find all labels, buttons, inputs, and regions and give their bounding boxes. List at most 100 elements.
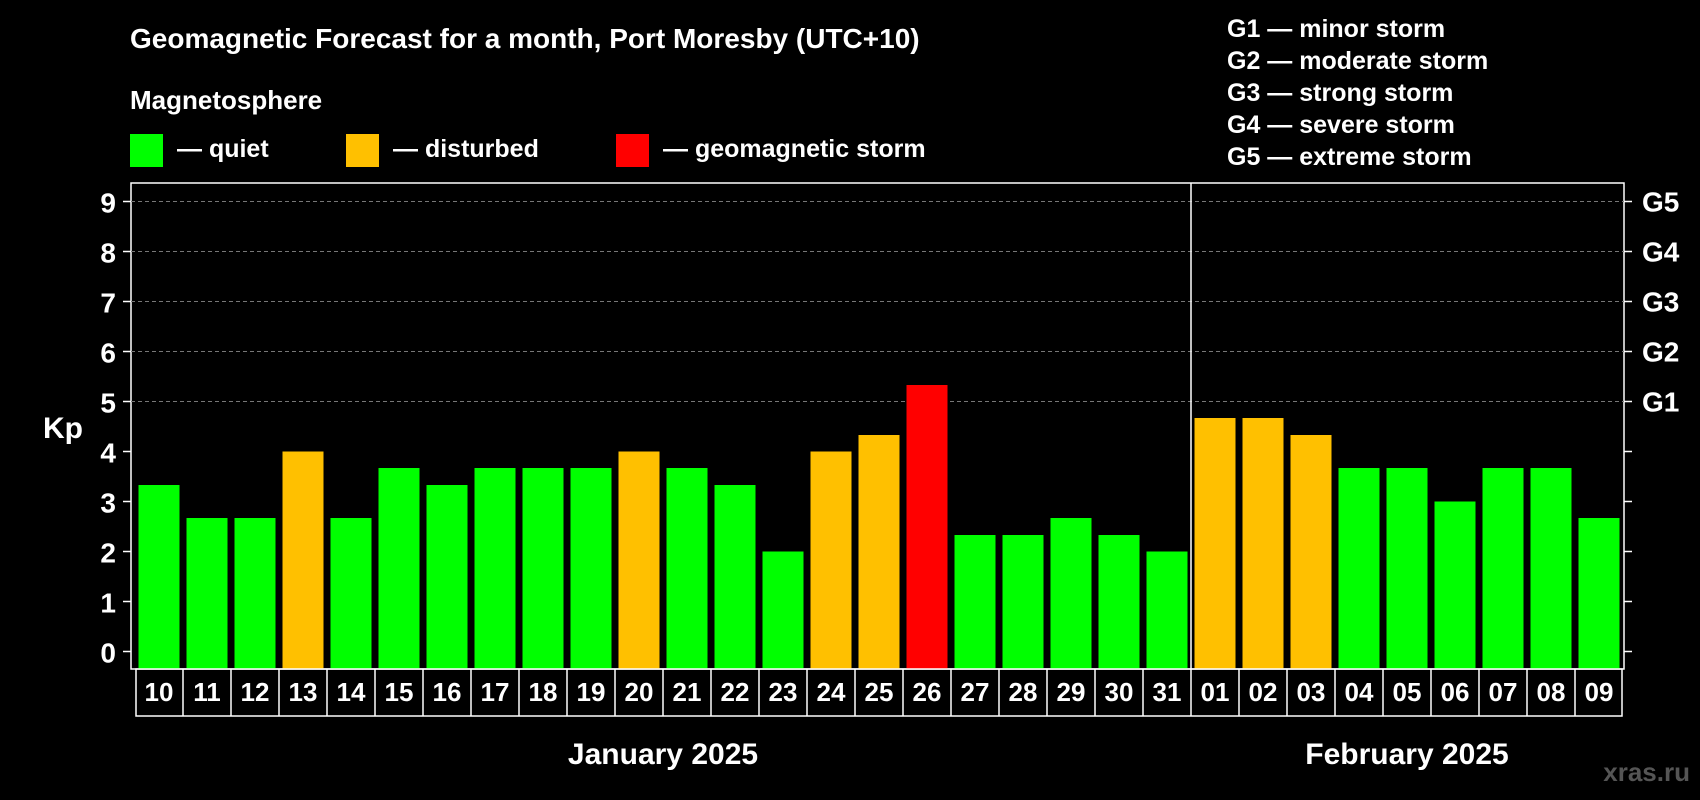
x-tick-label-03-24: 03 <box>1297 677 1326 707</box>
storm-scale-g4: G4 — severe storm <box>1227 111 1455 139</box>
right-axis: G1 G2 G3 G4 G5 <box>1624 187 1680 653</box>
x-tick-label-29-19: 29 <box>1057 677 1086 707</box>
y-tick-label-4: 4 <box>100 438 116 469</box>
month-label-january: January 2025 <box>568 738 758 771</box>
bar-23-13 <box>762 551 804 669</box>
x-tick-label-01-22: 01 <box>1201 677 1230 707</box>
right-axis-label-g3: G3 <box>1642 287 1679 318</box>
right-axis-label-g5: G5 <box>1642 187 1679 218</box>
y-tick-label-5: 5 <box>100 388 116 419</box>
x-tick-label-11-1: 11 <box>193 677 221 707</box>
right-axis-label-g1: G1 <box>1642 387 1679 418</box>
x-tick-label-15-5: 15 <box>385 677 414 707</box>
y-axis-label: Kp <box>43 412 83 445</box>
bar-08-29 <box>1530 468 1572 669</box>
right-axis-label-g4: G4 <box>1642 237 1680 268</box>
bar-21-11 <box>666 468 708 669</box>
bar-19-9 <box>570 468 612 669</box>
bar-09-30 <box>1578 518 1620 669</box>
bar-27-17 <box>954 535 996 669</box>
x-tick-label-22-12: 22 <box>721 677 750 707</box>
x-tick-label-07-28: 07 <box>1489 677 1518 707</box>
x-tick-label-13-3: 13 <box>289 677 318 707</box>
x-axis-box <box>135 668 1623 717</box>
legend-label-disturbed: — disturbed <box>393 135 539 163</box>
y-tick-label-1: 1 <box>100 588 116 619</box>
x-tick-label-04-25: 04 <box>1345 677 1374 707</box>
storm-scale-g2: G2 — moderate storm <box>1227 47 1488 75</box>
grid-lines <box>131 201 1624 402</box>
x-tick-label-10-0: 10 <box>145 677 174 707</box>
x-tick-label-19-9: 19 <box>577 677 606 707</box>
y-tick-label-3: 3 <box>100 488 116 519</box>
y-tick-label-8: 8 <box>100 238 116 269</box>
y-tick-label-2: 2 <box>100 538 116 569</box>
x-tick-label-21-11: 21 <box>673 677 702 707</box>
right-axis-label-g2: G2 <box>1642 337 1679 368</box>
x-tick-label-14-4: 14 <box>337 677 366 707</box>
bar-31-21 <box>1146 551 1188 669</box>
bar-01-22 <box>1194 418 1236 669</box>
legend-swatch-disturbed <box>346 134 379 167</box>
bar-07-28 <box>1482 468 1524 669</box>
x-tick-label-31-21: 31 <box>1153 677 1182 707</box>
x-tick-label-17-7: 17 <box>481 677 510 707</box>
storm-scale-legend: G1 — minor storm G2 — moderate storm G3 … <box>1227 15 1488 171</box>
y-tick-label-9: 9 <box>100 188 116 219</box>
bar-26-16 <box>906 385 948 669</box>
bar-22-12 <box>714 485 756 669</box>
storm-scale-g1: G1 — minor storm <box>1227 15 1445 43</box>
bar-05-26 <box>1386 468 1428 669</box>
legend-swatch-quiet <box>130 134 163 167</box>
x-axis: 10 11 12 13 14 15 16 17 18 19 20 21 22 23 24 25 26 27 28 29… <box>135 668 1623 717</box>
x-tick-label-05-26: 05 <box>1393 677 1422 707</box>
x-tick-label-25-15: 25 <box>865 677 894 707</box>
bar-18-8 <box>522 468 564 669</box>
bar-13-3 <box>282 451 324 669</box>
storm-scale-g3: G3 — strong storm <box>1227 79 1453 107</box>
x-tick-label-28-18: 28 <box>1009 677 1038 707</box>
bar-29-19 <box>1050 518 1092 669</box>
bar-24-14 <box>810 451 852 669</box>
x-tick-label-08-29: 08 <box>1537 677 1566 707</box>
bar-03-24 <box>1290 435 1332 669</box>
y-tick-label-6: 6 <box>100 338 116 369</box>
bar-16-6 <box>426 485 468 669</box>
y-tick-label-7: 7 <box>100 288 116 319</box>
chart-subtitle: Magnetosphere <box>130 85 322 115</box>
chart-title: Geomagnetic Forecast for a month, Port M… <box>130 23 920 54</box>
x-tick-label-20-10: 20 <box>625 677 654 707</box>
bar-04-25 <box>1338 468 1380 669</box>
bar-30-20 <box>1098 535 1140 669</box>
bars <box>138 183 1620 669</box>
x-tick-label-26-16: 26 <box>913 677 942 707</box>
bar-11-1 <box>186 518 228 669</box>
x-tick-label-02-23: 02 <box>1249 677 1278 707</box>
x-tick-label-09-30: 09 <box>1585 677 1614 707</box>
legend: — quiet — disturbed — geomagnetic storm <box>130 134 926 167</box>
bar-10-0 <box>138 485 180 669</box>
x-tick-label-18-8: 18 <box>529 677 558 707</box>
bar-06-27 <box>1434 501 1476 669</box>
month-label-february: February 2025 <box>1305 738 1508 771</box>
bar-12-2 <box>234 518 276 669</box>
y-tick-label-0: 0 <box>100 638 116 669</box>
bar-14-4 <box>330 518 372 669</box>
x-tick-label-16-6: 16 <box>433 677 462 707</box>
x-tick-label-27-17: 27 <box>961 677 990 707</box>
watermark: xras.ru <box>1603 757 1690 787</box>
bar-17-7 <box>474 468 516 669</box>
x-tick-label-23-13: 23 <box>769 677 798 707</box>
x-tick-label-30-20: 30 <box>1105 677 1134 707</box>
bar-28-18 <box>1002 535 1044 669</box>
bar-20-10 <box>618 451 660 669</box>
legend-label-storm: — geomagnetic storm <box>663 135 926 163</box>
legend-swatch-storm <box>616 134 649 167</box>
bar-25-15 <box>858 435 900 669</box>
storm-scale-g5: G5 — extreme storm <box>1227 143 1472 171</box>
legend-label-quiet: — quiet <box>177 135 269 163</box>
bar-15-5 <box>378 468 420 669</box>
y-axis: 0 1 2 3 4 5 6 7 8 9 <box>100 188 131 669</box>
x-tick-label-24-14: 24 <box>817 677 846 707</box>
